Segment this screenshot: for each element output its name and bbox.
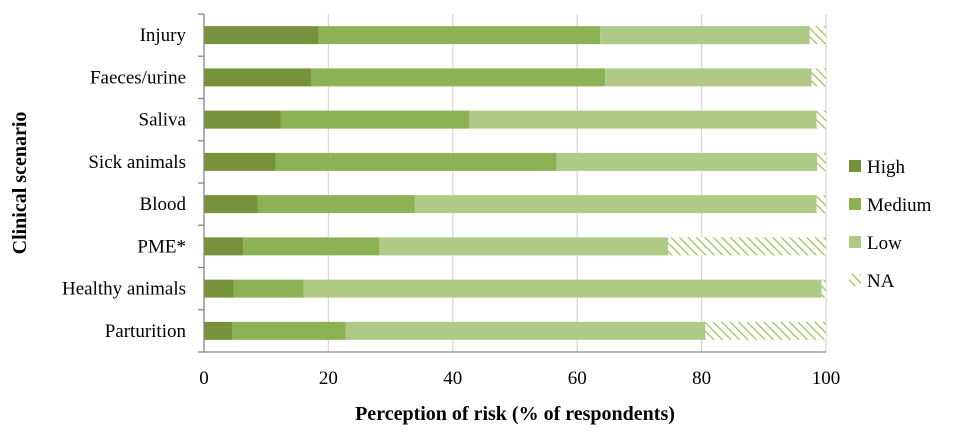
bar-segment-low [605,68,812,87]
bar-segment-medium [280,110,470,129]
bar-segment-high [204,110,281,129]
gridlines [327,14,827,352]
category-label: Sick animals [88,152,186,173]
legend-label-na: NA [867,271,895,292]
legend: High Medium Low NA [849,157,932,292]
category-label: Healthy animals [62,279,186,300]
legend-label-low: Low [867,233,902,254]
category-label: Parturition [105,321,187,342]
bar-segment-high [204,321,232,340]
legend-swatch-high [849,160,861,172]
x-tick-label: 20 [319,368,338,389]
x-tick-label: 100 [812,368,841,389]
bar-segment-high [204,68,311,87]
bar-segment-high [204,152,276,171]
x-tick-label: 40 [443,368,462,389]
category-label: Injury [140,25,187,46]
bar-segment-low [469,110,817,129]
legend-label-medium: Medium [867,195,932,216]
legend-label-high: High [867,157,906,178]
category-label: Saliva [139,110,187,131]
category-label: Blood [140,194,187,215]
bar-segment-na [811,68,826,87]
x-axis-title: Perception of risk (% of respondents) [355,403,675,425]
bar-segment-low [303,279,822,298]
bar-segment-low [600,26,810,45]
bar-segment-na [668,237,826,256]
bar-segment-na [705,321,826,340]
bar-segment-medium [243,237,380,256]
labels: Injury Faeces/urine Saliva Sick animals Bloo… [9,25,840,425]
bar-segment-low [414,195,817,214]
bar-segment-medium [257,195,415,214]
bar-segment-medium [310,68,606,87]
category-label: Faeces/urine [90,67,186,88]
bar-segment-high [204,279,234,298]
bar-segment-medium [318,26,601,45]
bar-segment-medium [231,321,346,340]
x-tick-label: 80 [692,368,711,389]
bar-segment-na [816,195,826,214]
category-label: PME* [137,236,186,257]
y-axis-title: Clinical scenario [9,112,31,255]
axes [198,13,826,353]
bar-segment-na [817,152,826,171]
legend-swatch-low [849,236,861,248]
bar-segment-low [556,152,818,171]
bars [204,26,826,340]
bar-segment-low [345,321,706,340]
x-tick-label: 60 [568,368,587,389]
x-tick-label: 0 [199,368,209,389]
bar-segment-high [204,195,258,214]
legend-swatch-medium [849,198,861,210]
bar-segment-na [821,279,826,298]
bar-segment-na [809,26,826,45]
bar-segment-na [816,110,826,129]
bar-segment-high [204,237,244,256]
bar-segment-medium [233,279,304,298]
bar-segment-low [379,237,669,256]
bar-segment-medium [275,152,557,171]
bar-segment-high [204,26,319,45]
legend-swatch-na [849,274,861,286]
